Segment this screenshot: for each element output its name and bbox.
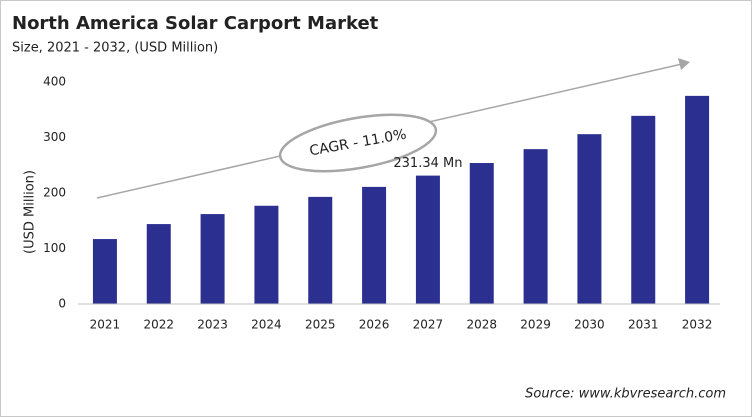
- chart-title: North America Solar Carport Market: [12, 13, 379, 34]
- y-tick-label: 400: [43, 75, 66, 89]
- x-tick-label: 2024: [251, 318, 282, 332]
- trend-arrowhead: [678, 58, 690, 70]
- x-tick-label: 2026: [359, 318, 390, 332]
- source: Source: www.kbvresearch.com: [525, 387, 726, 402]
- bar: [685, 95, 710, 304]
- value-label: 231.34 Mn: [393, 156, 462, 171]
- y-tick-label: 100: [43, 241, 66, 255]
- bar: [200, 214, 225, 304]
- x-tick-label: 2030: [574, 318, 605, 332]
- y-tick-label: 200: [43, 186, 66, 200]
- bar: [577, 134, 602, 304]
- chart-subtitle: Size, 2021 - 2032, (USD Million): [12, 41, 218, 56]
- x-tick-label: 2031: [628, 318, 659, 332]
- x-tick-label: 2022: [143, 318, 174, 332]
- bar: [254, 205, 279, 304]
- bar: [308, 196, 333, 304]
- bar: [146, 224, 171, 304]
- y-tick-label: 300: [43, 130, 66, 144]
- bar: [469, 163, 494, 304]
- bars: [92, 95, 710, 304]
- y-axis-label: (USD Million): [23, 170, 38, 254]
- cagr-ellipse: [278, 113, 438, 173]
- bar: [362, 186, 387, 304]
- bar: [631, 115, 656, 304]
- x-tick-label: 2028: [466, 318, 497, 332]
- x-tick-label: 2025: [305, 318, 336, 332]
- bar: [92, 239, 117, 304]
- bar: [523, 149, 548, 304]
- bar: [415, 175, 440, 304]
- x-tick-label: 2027: [413, 318, 444, 332]
- x-tick-label: 2023: [197, 318, 228, 332]
- x-tick-label: 2021: [90, 318, 121, 332]
- y-tick-label: 0: [58, 297, 66, 311]
- x-tick-label: 2032: [682, 318, 713, 332]
- x-tick-label: 2029: [520, 318, 551, 332]
